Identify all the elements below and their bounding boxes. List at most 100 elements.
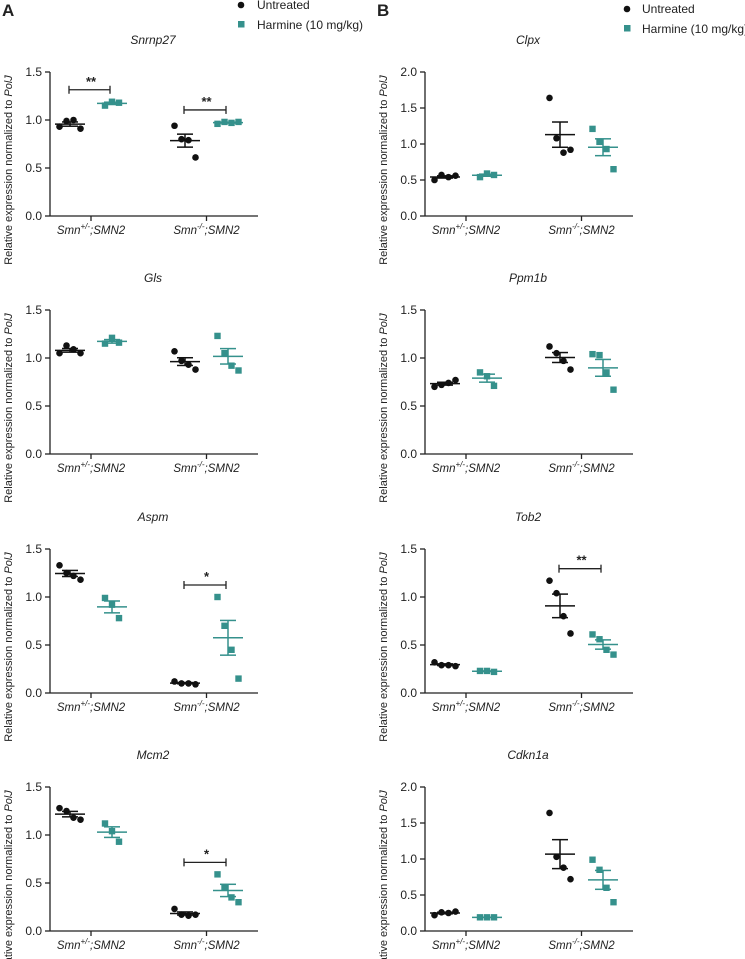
y-tick-label: 1.0 xyxy=(25,590,42,604)
x-tick-label: Smn+/-;SMN2 xyxy=(432,699,501,714)
y-axis-label-gene: PolJ xyxy=(378,552,390,574)
data-point-harmine xyxy=(115,838,123,845)
y-tick-label: 0.5 xyxy=(400,638,417,652)
y-tick-label: 0.0 xyxy=(25,447,42,461)
data-point-harmine xyxy=(235,899,242,906)
y-tick-label: 1.0 xyxy=(400,351,417,365)
y-axis-label: Relative expression normalized to PolJ xyxy=(378,75,390,265)
data-point-harmine xyxy=(603,145,610,153)
x-tick-label-base: Smn xyxy=(173,940,197,952)
data-point-untreated xyxy=(56,349,63,357)
legend-untreated-marker xyxy=(623,5,631,13)
data-point-untreated xyxy=(56,562,63,569)
data-point-untreated xyxy=(452,172,459,179)
data-point-untreated xyxy=(546,577,553,584)
y-tick-label: 0.5 xyxy=(400,888,417,902)
data-point-untreated xyxy=(192,681,199,688)
y-tick-label: 1.5 xyxy=(25,303,42,317)
y-tick-label: 2.0 xyxy=(400,780,417,794)
x-tick-label: Smn-/-;SMN2 xyxy=(548,937,615,952)
data-point-harmine xyxy=(214,332,221,340)
y-tick-label: 1.5 xyxy=(400,816,417,830)
x-tick-label-genotype: -/- xyxy=(572,699,580,708)
data-point-harmine xyxy=(228,646,235,653)
panel-letter-b: B xyxy=(377,1,389,20)
x-tick-label-rest: ;SMN2 xyxy=(205,225,241,237)
data-point-untreated xyxy=(560,149,567,156)
data-point-harmine xyxy=(108,334,116,342)
data-point-untreated xyxy=(567,146,574,154)
y-tick-label: 0.5 xyxy=(25,399,42,413)
x-tick-label-genotype: -/- xyxy=(197,699,205,708)
y-tick-label: 1.5 xyxy=(400,101,417,115)
data-point-untreated xyxy=(546,94,553,102)
chart-title: Snrnp27 xyxy=(130,33,177,47)
y-axis-label-gene: PolJ xyxy=(3,790,15,812)
x-tick-label-rest: ;SMN2 xyxy=(580,225,616,237)
x-tick-label-rest: ;SMN2 xyxy=(465,940,501,952)
data-point-harmine xyxy=(101,102,109,109)
y-tick-label: 0.0 xyxy=(25,924,42,938)
data-point-untreated xyxy=(77,349,84,357)
chart-title: Mcm2 xyxy=(137,748,170,762)
data-point-untreated xyxy=(567,366,574,373)
x-tick-label-rest: ;SMN2 xyxy=(90,702,126,714)
y-axis-label-gene: PolJ xyxy=(3,75,15,97)
legend-untreated-label: Untreated xyxy=(642,2,695,16)
chart-title: Ppm1b xyxy=(509,271,547,285)
y-axis-label: Relative expression normalized to PolJ xyxy=(378,552,390,742)
data-point-harmine xyxy=(476,173,484,181)
chart-title: Cdkn1a xyxy=(507,748,549,762)
chart-panel-gls: Gls Relative expression normalized to Pol… xyxy=(3,271,258,503)
x-tick-label-rest: ;SMN2 xyxy=(465,463,501,475)
y-axis-label-text: Relative expression normalized to xyxy=(3,97,15,265)
x-tick-label-base: Smn xyxy=(548,940,572,952)
x-tick-label-genotype: -/- xyxy=(572,222,580,231)
data-point-untreated xyxy=(452,662,459,670)
data-point-harmine xyxy=(589,631,596,638)
y-axis-label-gene: PolJ xyxy=(3,552,15,574)
y-tick-label: 1.5 xyxy=(400,542,417,556)
data-point-untreated xyxy=(77,816,84,823)
x-tick-label-base: Smn xyxy=(548,463,572,475)
x-tick-label: Smn+/-;SMN2 xyxy=(57,222,126,237)
data-point-harmine xyxy=(490,382,498,390)
data-point-harmine xyxy=(228,894,235,901)
x-tick-label-genotype: +/- xyxy=(455,460,465,469)
y-axis-label-gene: PolJ xyxy=(378,75,390,97)
data-point-harmine xyxy=(235,675,242,682)
data-point-harmine xyxy=(596,351,603,359)
y-tick-label: 1.0 xyxy=(400,137,417,151)
y-tick-label: 2.0 xyxy=(400,65,417,79)
y-axis-label: Relative expression normalized to PolJ xyxy=(3,313,15,503)
data-point-untreated xyxy=(77,576,84,584)
data-point-harmine xyxy=(115,614,123,622)
y-axis-label-text: Relative expression normalized to xyxy=(378,574,390,742)
significance-label: ** xyxy=(86,74,97,89)
data-point-harmine xyxy=(610,651,617,658)
x-tick-label-rest: ;SMN2 xyxy=(90,225,126,237)
chart-panel-clpx: Clpx Relative expression normalized to Po… xyxy=(378,33,633,265)
y-axis-label: Relative expression normalized to PolJ xyxy=(3,552,15,742)
x-tick-label-rest: ;SMN2 xyxy=(90,940,126,952)
data-point-untreated xyxy=(77,125,84,132)
y-axis-label: Relative expression normalized to PolJ xyxy=(378,790,390,959)
y-axis-label-text: Relative expression normalized to xyxy=(3,812,15,959)
chart-panel-mcm2: Mcm2 Relative expression normalized to Po… xyxy=(3,748,258,959)
data-point-untreated xyxy=(567,875,574,883)
data-point-untreated xyxy=(63,117,70,125)
y-axis-label-gene: PolJ xyxy=(3,313,15,335)
data-point-harmine xyxy=(221,884,228,891)
x-tick-label-rest: ;SMN2 xyxy=(90,463,126,475)
x-tick-label-rest: ;SMN2 xyxy=(465,225,501,237)
y-tick-label: 0.0 xyxy=(25,209,42,223)
x-tick-label-base: Smn xyxy=(57,463,81,475)
x-tick-label: Smn+/-;SMN2 xyxy=(57,937,126,952)
data-point-untreated xyxy=(553,853,560,861)
x-tick-label-genotype: -/- xyxy=(197,460,205,469)
x-tick-label-base: Smn xyxy=(173,463,197,475)
y-axis-label-gene: PolJ xyxy=(378,313,390,335)
y-tick-label: 0.5 xyxy=(400,173,417,187)
data-point-untreated xyxy=(431,383,438,391)
data-point-untreated xyxy=(171,905,178,913)
